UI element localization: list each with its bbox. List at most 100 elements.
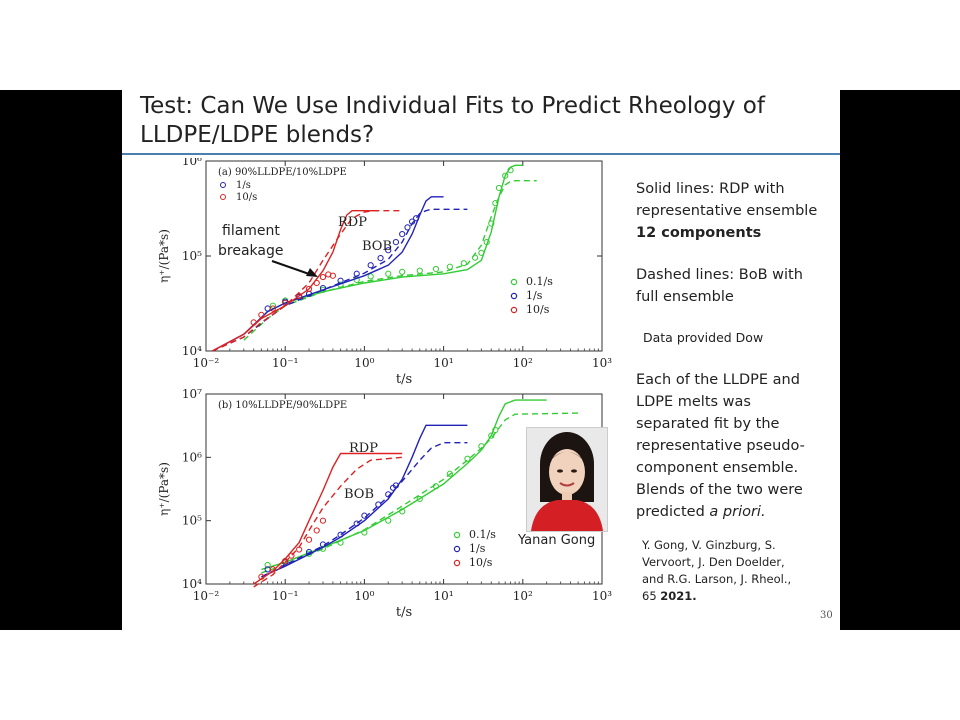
desc-line: LDPE melts was <box>636 394 751 410</box>
data-point <box>337 539 344 546</box>
x-tick-label: 10¹ <box>434 589 454 603</box>
data-point <box>319 284 327 292</box>
legend-marker <box>220 182 226 188</box>
data-point <box>432 483 440 490</box>
citation-line: Vervoort, J. Den Doelder, <box>642 555 785 569</box>
bob-line-0.1/s <box>243 180 537 341</box>
bob-line-0.1/s <box>261 412 579 574</box>
data-point <box>282 299 289 307</box>
data-point <box>408 218 416 225</box>
rdp-line-10/s <box>253 452 403 585</box>
left-black-band <box>0 90 122 630</box>
data-point <box>319 273 327 281</box>
chart-a: 10⁻² 10⁻¹ 10⁰ 10¹ 10² 10³ 10⁴ 10⁵ 10⁶ t/s η⁺/(Pa*s… <box>157 158 612 387</box>
desc-line-last: predicted a priori. <box>636 501 836 523</box>
data-point <box>305 548 313 556</box>
data-point <box>296 546 303 553</box>
data-point <box>313 279 320 287</box>
citation: Y. Gong, V. Ginzburg, S. Vervoort, J. De… <box>642 537 842 605</box>
x-axis-label: t/s <box>396 605 412 620</box>
data-point <box>385 517 392 524</box>
rdp-line-1/s <box>261 424 468 578</box>
data-point <box>413 215 420 222</box>
photo-caption: Yanan Gong <box>518 533 596 548</box>
solid-line-2: representative ensemble <box>636 203 818 219</box>
data-point <box>492 426 499 434</box>
desc-line: Blends of the two were <box>636 482 803 498</box>
rdp-line-0.1/s <box>261 399 547 571</box>
data-point <box>258 573 265 580</box>
data-point <box>385 491 392 498</box>
data-point <box>264 561 271 569</box>
data-point <box>507 167 514 174</box>
citation-year: 2021. <box>660 589 697 603</box>
chart-b: 10⁻² 10⁻¹ 10⁰ 10¹ 10² 10³ 10⁴ 10⁵ 10⁶ 10⁷ t/s η⁺/(P… <box>157 387 612 620</box>
data-point <box>416 267 423 274</box>
legend-marker <box>453 531 461 539</box>
dashed-lines-note: Dashed lines: BoB with full ensemble <box>636 264 836 308</box>
data-point <box>492 200 499 207</box>
data-point <box>258 311 265 318</box>
data-point <box>446 263 453 270</box>
data-point <box>319 541 327 548</box>
data-point <box>464 455 471 462</box>
legend-label: 0.1/s <box>469 528 496 541</box>
bob-line-1/s <box>261 442 468 578</box>
bob-line-1/s <box>212 208 468 352</box>
data-point <box>375 501 382 508</box>
solid-line-bold: 12 components <box>636 225 762 241</box>
data-point <box>432 265 440 273</box>
citation-volume: 65 <box>642 589 661 603</box>
citation-line: Y. Gong, V. Ginzburg, S. <box>642 538 776 552</box>
y-tick-label: 10⁴ <box>182 577 202 591</box>
data-point <box>399 231 406 238</box>
data-point <box>250 319 257 326</box>
y-axis-label: η⁺/(Pa*s) <box>157 229 171 283</box>
data-point <box>472 254 479 261</box>
data-point <box>478 249 485 256</box>
legend-marker <box>510 278 518 286</box>
page-number: 30 <box>820 610 833 621</box>
data-point <box>478 443 485 450</box>
bob-annotation: BOB <box>344 487 374 502</box>
data-point <box>385 270 392 277</box>
data-point <box>416 495 423 503</box>
y-tick-label: 10⁵ <box>182 514 202 528</box>
desc-a-priori: a priori. <box>709 504 766 520</box>
panel-title: (b) 10%LLDPE/90%LDPE <box>218 400 347 411</box>
rdp-annotation: RDP <box>349 441 378 456</box>
data-point <box>269 305 277 312</box>
panel-title: (a) 90%LLDPE/10%LDPE <box>218 167 347 178</box>
x-tick-label: 10⁻¹ <box>272 356 298 370</box>
legend-marker <box>220 194 226 200</box>
dashed-line-1: Dashed lines: BoB with <box>636 267 803 283</box>
data-point <box>329 272 336 279</box>
data-provenance-note: Data provided Dow <box>643 330 764 345</box>
breakage-annotation: breakage <box>218 243 283 259</box>
data-point <box>264 305 271 312</box>
data-point <box>392 482 400 489</box>
bob-line-10/s <box>253 456 403 588</box>
data-point <box>404 224 411 231</box>
data-point <box>446 470 453 477</box>
x-tick-label: 10² <box>513 356 533 370</box>
filament-arrow-shaft <box>271 260 313 276</box>
x-tick-label: 10⁻² <box>193 589 220 603</box>
data-point <box>488 220 495 227</box>
citation-line-last: 65 2021. <box>642 588 842 605</box>
y-tick-label: 10⁶ <box>182 158 202 168</box>
data-point <box>269 566 277 573</box>
desc-line: Each of the LLDPE and <box>636 372 800 388</box>
rdp-line-10/s <box>211 210 379 352</box>
data-point <box>353 270 360 277</box>
data-point <box>488 432 495 439</box>
rdp-annotation: RDP <box>338 215 367 230</box>
desc-line: representative pseudo- <box>636 438 805 454</box>
y-axis-label: η⁺/(Pa*s) <box>157 462 171 516</box>
desc-predicted: predicted <box>636 504 710 520</box>
data-point <box>495 184 503 192</box>
data-point <box>305 285 313 293</box>
data-point <box>367 262 374 269</box>
data-point <box>367 273 374 280</box>
x-tick-label: 10⁰ <box>354 356 374 370</box>
